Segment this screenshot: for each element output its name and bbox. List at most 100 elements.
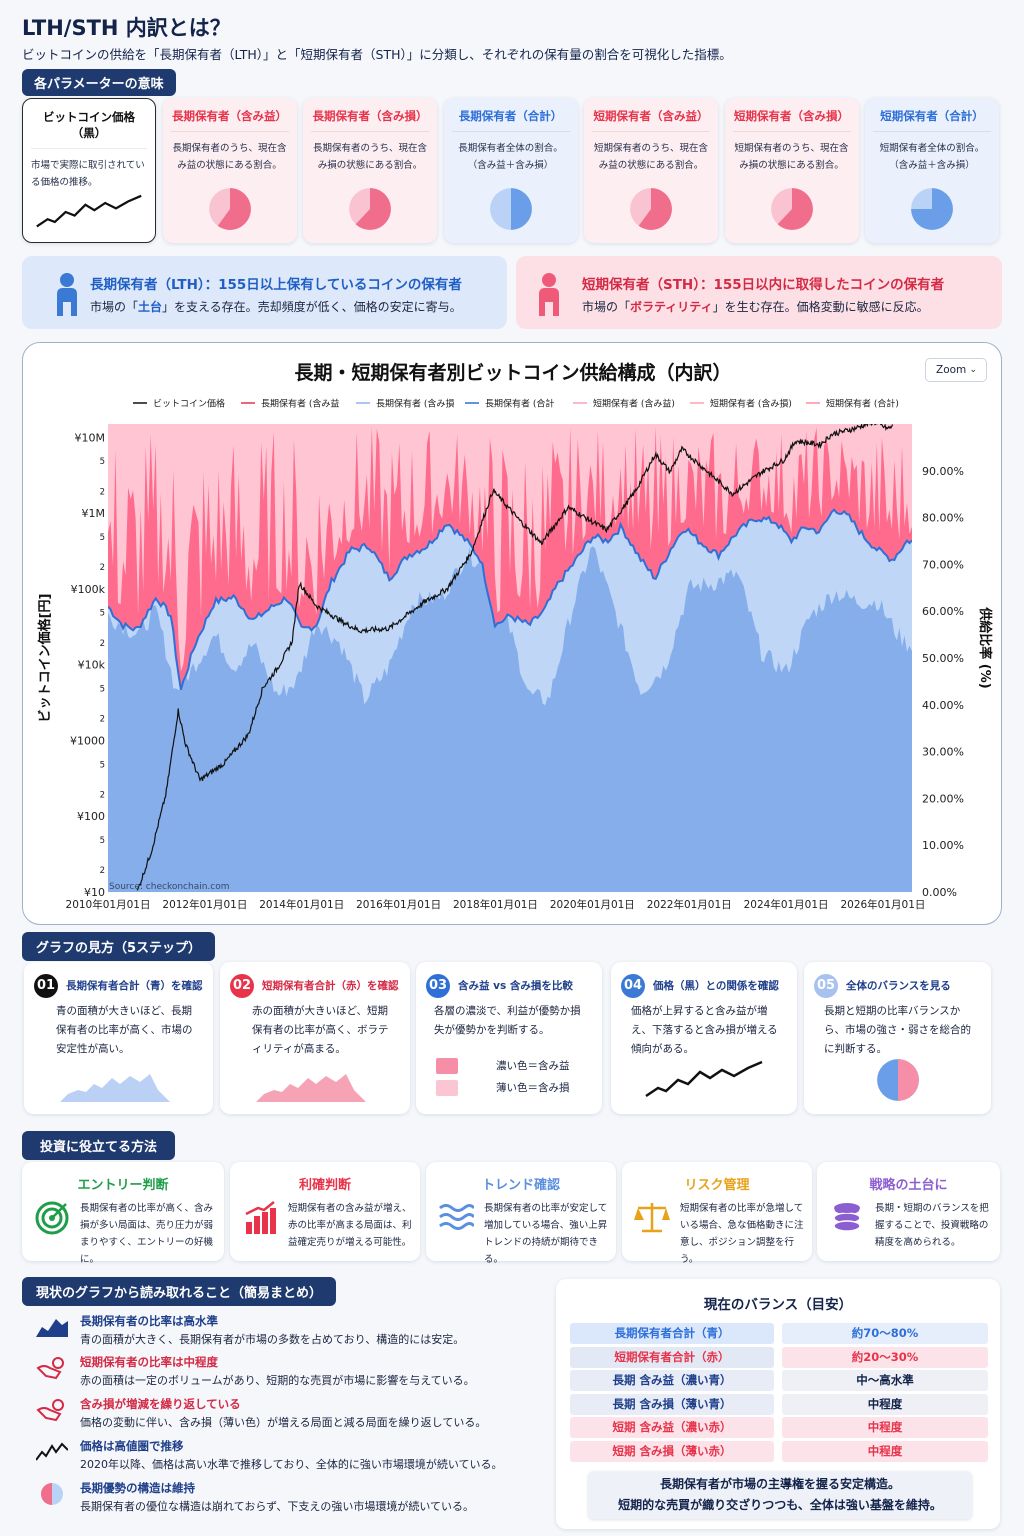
param-card-title: 長期保有者（含み損） xyxy=(311,108,429,132)
pie-chart-icon xyxy=(208,188,251,230)
y-left-tick-label: ¥100 xyxy=(77,810,105,823)
invest-card-title: 利確判断 xyxy=(298,1178,351,1193)
invest-card-title: 戦略の土台に xyxy=(869,1178,948,1193)
x-tick-label: 2014年01月01日 xyxy=(259,898,344,911)
person-icon xyxy=(539,273,559,316)
param-card-title: 短期保有者（合計） xyxy=(873,108,991,132)
param-card-title: 長期保有者（合計） xyxy=(451,108,570,132)
summary-item-title: 長期保有者の比率は高水準 xyxy=(80,1314,218,1328)
summary-item-desc: 価格の変動に伴い、含み損（薄い色）が増える局面と減る局面を繰り返している。 xyxy=(80,1416,487,1429)
params-heading: 各パラメーターの意味 xyxy=(22,69,176,96)
invest-card-title: トレンド確認 xyxy=(481,1178,560,1193)
param-card-title: 長期保有者（含み益） xyxy=(170,108,289,132)
balance-note-line2: 短期的な売買が織り交ざりつつも、全体は強い基盤を維持。 xyxy=(618,1498,942,1512)
y-left-tick-label: 5 xyxy=(100,760,105,770)
y-left-tick-label: 5 xyxy=(100,457,105,467)
invest-card: トレンド確認 長期保有者の比率が安定して増加している場合、強い上昇トレンドの持続が… xyxy=(426,1162,616,1265)
step-number: 01 xyxy=(34,974,58,998)
param-card: 長期保有者（合計） 長期保有者全体の割合。（含み益＋含み損） xyxy=(443,98,578,243)
person-icon xyxy=(57,273,77,316)
pie-chart-icon xyxy=(630,188,672,230)
summary-heading: 現状のグラフから読み取れること（簡易まとめ） xyxy=(22,1277,337,1306)
light-swatch xyxy=(436,1080,458,1096)
price-line-icon xyxy=(645,1060,763,1098)
summary-item: 長期優勢の構造は維持 長期保有者の優位な構造は崩れておらず、下支えの強い市場環境が… xyxy=(36,1480,556,1518)
balance-note: 長期保有者が市場の主導権を握る安定構造。 短期的な売買が織り交ざりつつも、全体は… xyxy=(588,1471,972,1519)
summary-item-desc: 2020年以降、価格は高い水準で推移しており、全体的に強い市場環境が続いている。 xyxy=(80,1458,503,1471)
legend-entry: 長期保有者 (合計 xyxy=(485,398,554,410)
step-desc: 長期と短期の比率バランスから、市場の強さ・弱さを総合的に判断する。 xyxy=(824,1005,971,1055)
database-icon xyxy=(833,1203,861,1232)
summary-item-desc: 赤の面積は一定のボリュームがあり、短期的な売買が市場に影響を与えている。 xyxy=(80,1374,475,1387)
legend-entry: 短期保有者 (含み損) xyxy=(710,398,792,410)
y-right-tick-label: 10.00% xyxy=(922,839,964,852)
invest-heading: 投資に役立てる方法 xyxy=(22,1131,176,1160)
x-tick-label: 2016年01月01日 xyxy=(356,898,441,911)
balance-panel: 現在のバランス（目安） 長期保有者合計（青） 約70～80% 短期保有者合計（赤） 約… xyxy=(556,1279,1000,1529)
chart-legend: ビットコイン価格 長期保有者 (含み益 長期保有者 (含み損 長期保有者 (合計 短期保… xyxy=(133,398,899,410)
page-title: LTH/STH 内訳とは？ xyxy=(22,16,231,40)
invest-card-desc: 長期・短期のバランスを把握することで、投資戦略の精度を高められる。 xyxy=(875,1203,989,1248)
area-chart-icon xyxy=(60,1074,170,1102)
y-right-tick-label: 80.00% xyxy=(922,512,964,525)
y-right-tick-label: 70.00% xyxy=(922,558,964,571)
step-title: 全体のバランスを見る xyxy=(846,980,951,992)
lth-profit-area xyxy=(108,546,912,892)
summary-item-title: 短期保有者の比率は中程度 xyxy=(80,1355,218,1369)
y-left-tick-label: 2 xyxy=(100,866,105,876)
balance-row-label: 短期 含み益（濃い赤） xyxy=(570,1417,774,1438)
step-card: 04 価格（黒）との関係を確認 価格が上昇すると含み益が増え、下落すると含み損が増え… xyxy=(611,962,797,1114)
legend-entry: 短期保有者 (合計) xyxy=(826,398,899,410)
step-title: 短期保有者合計（赤）を確認 xyxy=(262,980,399,992)
price-line-icon xyxy=(36,194,142,228)
param-card-title: 短期保有者（含み損） xyxy=(732,108,851,132)
y-left-tick-label: ¥10 xyxy=(84,886,105,899)
hand-coin-icon xyxy=(36,1399,64,1422)
price-line xyxy=(136,424,894,891)
sth-banner-title: 短期保有者（STH）：155日以内に取得したコインの保有者 xyxy=(582,277,945,293)
wave-icon xyxy=(439,1204,474,1230)
balance-heading: 現在のバランス（目安） xyxy=(703,1297,853,1313)
price-line-icon xyxy=(36,1442,68,1461)
param-card: 短期保有者（含み益） 短期保有者のうち、現在含み益の状態にある割合。 xyxy=(584,98,718,243)
summary-item: 価格は高値圏で推移 2020年以降、価格は高い水準で推移しており、全体的に強い市場… xyxy=(36,1438,556,1476)
zoom-dropdown[interactable]: Zoom ⌄ xyxy=(925,358,987,382)
param-card-desc: 長期保有者全体の割合。（含み益＋含み損） xyxy=(458,143,563,171)
param-card-title: 短期保有者（含み益） xyxy=(592,108,710,132)
balance-row-value: 約70～80% xyxy=(782,1323,988,1344)
balance-row-label: 長期 含み損（薄い青） xyxy=(570,1393,774,1415)
pie-chart-icon xyxy=(349,188,391,230)
balance-row-value: 中程度 xyxy=(782,1440,988,1462)
invest-card: リスク管理短期保有者の比率が急増している場合、急な価格動きに注意し、ポジション調… xyxy=(622,1162,812,1265)
param-card: 長期保有者（含み損） 長期保有者のうち、現在含み損の状態にある割合。 xyxy=(303,98,437,243)
chart-title: 長期・短期保有者別ビットコイン供給構成（内訳） xyxy=(294,361,731,384)
summary-item-title: 価格は高値圏で推移 xyxy=(80,1439,184,1453)
summary-item: 短期保有者の比率は中程度赤の面積は一定のボリュームがあり、短期的な売買が市場に影… xyxy=(36,1354,556,1392)
lth-banner: 長期保有者（LTH）：155日以上保有しているコインの保有者 市場の「土台」を支… xyxy=(22,256,507,329)
param-card: 長期保有者（含み益） 長期保有者のうち、現在含み益の状態にある割合。 xyxy=(162,98,297,243)
area-chart-icon xyxy=(256,1074,366,1102)
param-card-desc: 短期保有者のうち、現在含み損の状態にある割合。 xyxy=(734,143,849,171)
chevron-down-icon: ⌄ xyxy=(969,365,977,375)
y-left-tick-label: 2 xyxy=(100,563,105,573)
area-chart-icon xyxy=(36,1319,68,1337)
chart-panel: 長期・短期保有者別ビットコイン供給構成（内訳） ビットコイン価格 長期保有者 (含… xyxy=(22,342,1002,925)
balance-row-value: 約20～30% xyxy=(782,1346,988,1368)
y-axis-left-label: ビットコイン価格[円] xyxy=(37,594,53,723)
step-number: 05 xyxy=(814,974,838,998)
legend-entry: 長期保有者 (含み益 xyxy=(261,398,339,410)
balance-row-label: 短期保有者合計（赤） xyxy=(570,1346,774,1368)
summary-item-desc: 青の面積が大きく、長期保有者が市場の多数を占めており、構造的には安定。 xyxy=(80,1333,465,1346)
step-number: 02 xyxy=(230,974,254,998)
y-axis-right-ticks: 0.00% 10.00% 20.00% 30.00% 40.00% 50.00% 60.00… xyxy=(922,465,964,899)
lth-banner-title: 長期保有者（LTH）：155日以上保有しているコインの保有者 xyxy=(90,277,462,293)
invest-card-desc: 短期保有者の比率が急増している場合、急な価格動きに注意し、ポジション調整を行う。 xyxy=(680,1203,804,1265)
balance-row-value: 中程度 xyxy=(782,1417,988,1438)
y-right-tick-label: 50.00% xyxy=(922,652,964,665)
step-desc: 各層の濃淡で、利益が優勢か損失が優勢かを判断する。 xyxy=(434,1005,581,1036)
invest-card-title: リスク管理 xyxy=(684,1178,750,1193)
y-axis-left-ticks: ¥10 2 5 ¥100 2 5 ¥1000 2 5 ¥10k 2 5 ¥100k 2 5 ¥1M 2 5 ¥10M xyxy=(70,431,106,899)
pie-chart-icon xyxy=(489,188,532,230)
pie-chart-icon xyxy=(911,188,953,230)
step-number: 03 xyxy=(426,974,450,998)
